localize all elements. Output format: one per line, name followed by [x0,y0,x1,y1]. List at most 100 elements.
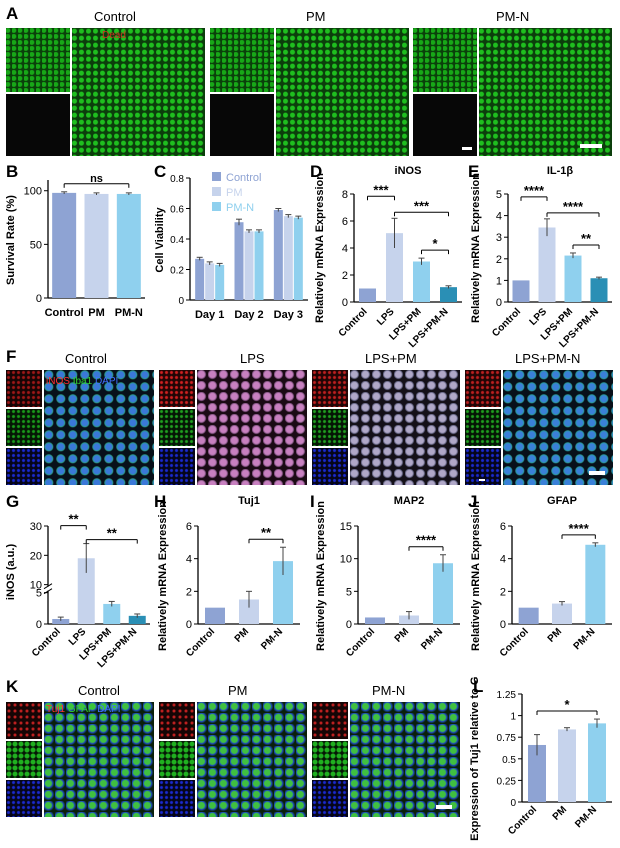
bar [365,617,385,624]
y-axis-label: iNOS (a.u.) [5,544,17,601]
panel-label-e: E [468,162,480,181]
chart-title: GFAP [547,495,577,507]
y-tick-label: 2 [496,254,502,266]
y-tick-label: 0 [186,619,192,631]
micrograph-k-pm-red [159,702,195,739]
bar [293,217,303,300]
bar [518,607,539,624]
significance-label: **** [563,199,584,214]
y-axis-label: Relatively mRNA Expression [470,501,482,651]
bar [558,729,576,802]
y-tick-label: 4 [186,554,192,566]
micrograph-k-pm-green [159,741,195,778]
x-tick-label: PM-N [419,626,445,652]
y-tick-label: 50 [30,239,42,251]
scale-bar [479,479,485,481]
bar [84,193,109,298]
bar [585,544,606,624]
x-tick-label: LPS [375,306,397,328]
x-tick-label: PM-N [115,307,143,319]
significance-label: **** [416,533,437,548]
legend-swatch [212,172,221,181]
micrograph-f-lpspm-green [312,409,348,446]
panel-label-d: D [310,162,323,181]
y-tick-label: 2 [342,270,348,282]
legend-label: Control [226,172,261,184]
significance-label: *** [373,182,389,197]
bar [273,561,293,624]
scale-bar [462,147,472,150]
y-tick-label: 1.25 [497,690,517,701]
bar [239,599,259,624]
micrograph-a-pmn-merged [479,28,612,156]
bar [116,193,141,298]
chart-cell-viability: 0 0.2 0.4 0.6 0.8 Cell Viability Day 1 Day 2 Day… [154,172,308,321]
bar [552,603,572,624]
significance-label: * [564,697,570,712]
micrograph-a-pmn-red [413,94,477,156]
panel-f-legend: iNOS Iba1 DAPI [46,376,118,387]
panel-k-legend: Tuj1 GFAP DAPI [46,704,121,715]
y-tick-label: 0 [500,619,506,631]
chart-title: MAP2 [394,495,425,507]
bar [52,192,77,298]
y-tick-label: 8 [342,189,348,201]
panel-f-title-control: Control [65,351,107,366]
panel-f-title-lpspm: LPS+PM [365,351,417,366]
bar [590,278,608,302]
micrograph-a-pm-red [210,94,274,156]
bar [588,723,606,802]
chart-il1b-mrna: 0 1 2 3 4 5 Relatively mRNA Expression IL-1β Con… [470,165,612,348]
y-tick-label: 10 [30,580,42,592]
legend-label: PM [226,187,243,199]
significance-label: ns [90,173,103,185]
bar [399,615,419,624]
micrograph-k-control-merged: Tuj1 GFAP DAPI [44,702,154,817]
legend-dapi: DAPI [97,704,121,715]
bar [244,231,254,300]
bar [413,261,430,302]
bar [77,558,95,624]
significance-label: **** [524,183,545,198]
bar [215,264,225,300]
y-tick-label: 2 [186,586,192,598]
micrograph-k-control-red [6,702,42,739]
micrograph-f-lps-red [159,370,195,407]
x-tick-label: PM-N [259,626,285,652]
significance-label: ** [68,512,79,527]
x-tick-label: PM-N [572,626,598,652]
chart-tuj1-gfap-ratio: 0 0.25 0.5 0.75 1 1.25 Expression of Tuj1 rela… [470,676,612,841]
y-tick-label: 1 [510,712,516,723]
x-tick-label: Control [184,626,217,659]
y-tick-label: 0.8 [170,174,184,185]
micrograph-f-control-merged: iNOS Iba1 DAPI [44,370,154,485]
panel-a-title-pm: PM [306,9,326,24]
scale-bar [580,144,602,148]
bar [195,258,205,300]
panel-label-k: K [6,677,19,696]
significance-label: ** [261,525,272,540]
micrograph-a-pmn-green [413,28,477,92]
y-tick-label: 5 [346,586,352,598]
micrograph-a-control-merged: Dead [72,28,205,156]
y-tick-label: 0.6 [170,205,184,216]
panel-a-title-control: Control [94,9,136,24]
x-tick-label: Day 3 [274,309,303,321]
micrograph-f-control-red [6,370,42,407]
micrograph-f-lpspmn-blue [465,448,501,485]
y-tick-label: 20 [30,550,42,562]
legend-iba1: Iba1 [72,376,93,387]
panel-label-f: F [6,347,17,366]
x-tick-label: PM-N [573,804,599,830]
micrograph-a-pm-merged [276,28,409,156]
y-tick-label: 3 [496,232,502,244]
micrograph-k-control-blue [6,780,42,817]
x-tick-label: Control [45,307,84,319]
y-tick-label: 0.25 [497,776,517,787]
panel-f-title-lps: LPS [240,351,265,366]
bar [564,255,582,302]
legend-dapi: DAPI [94,376,119,387]
y-tick-label: 0 [346,619,352,631]
panel-label-l: L [473,677,484,696]
